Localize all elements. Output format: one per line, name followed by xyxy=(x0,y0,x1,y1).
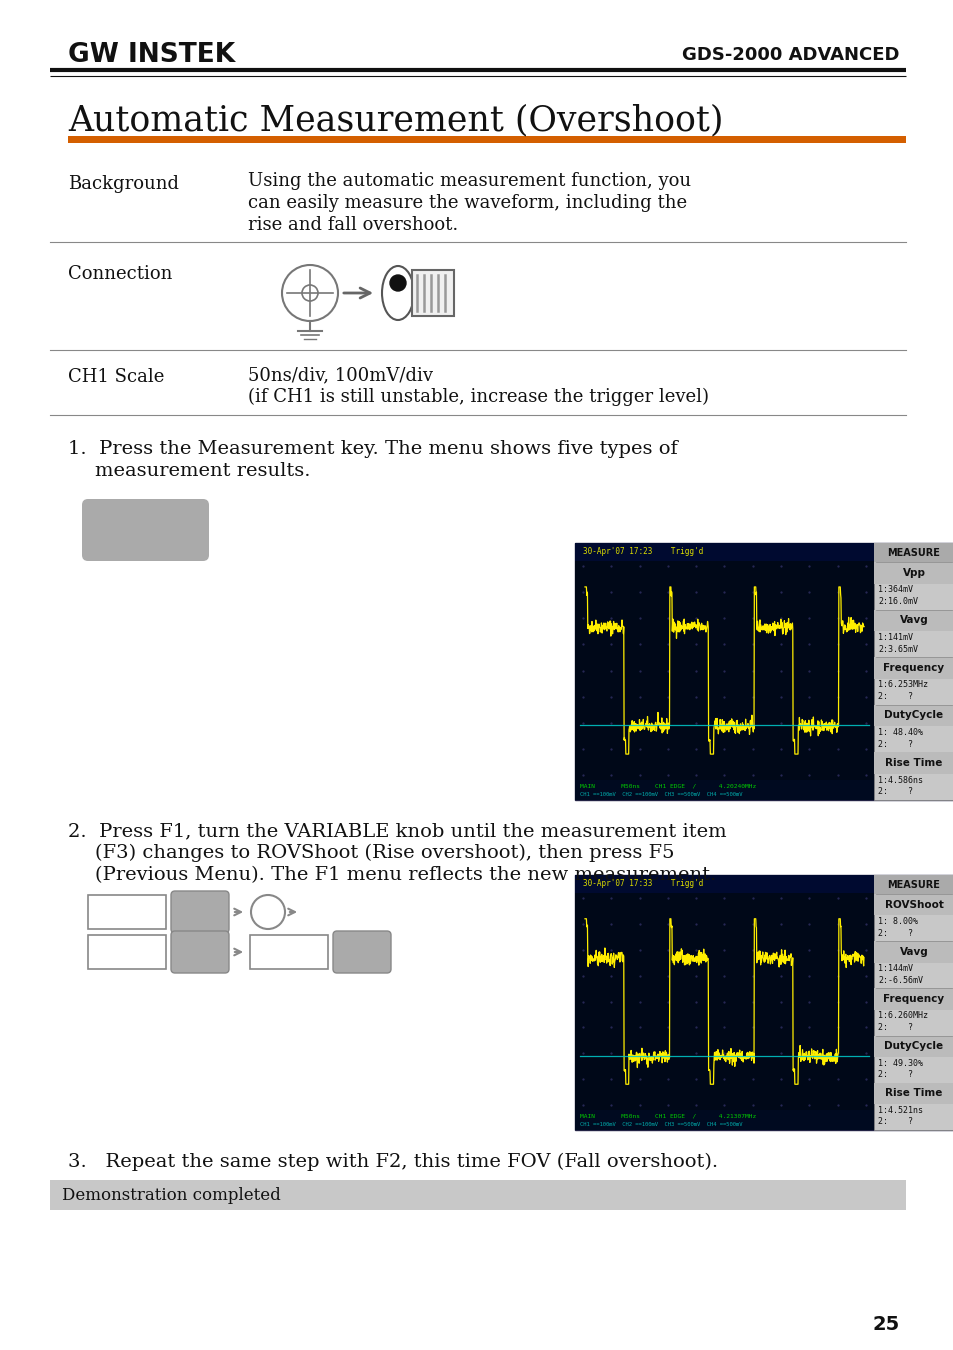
Text: 2:    ?: 2: ? xyxy=(877,693,912,702)
Text: measurement results.: measurement results. xyxy=(95,462,310,481)
Text: 1:144mV: 1:144mV xyxy=(877,964,912,973)
Bar xyxy=(873,941,953,963)
Text: DutyCycle: DutyCycle xyxy=(883,1041,943,1052)
Bar xyxy=(873,875,953,1130)
Text: Automatic Measurement (Overshoot): Automatic Measurement (Overshoot) xyxy=(68,103,722,136)
Bar xyxy=(575,780,873,801)
Text: Vpp: Vpp xyxy=(902,568,924,578)
Bar xyxy=(575,1110,873,1130)
Bar xyxy=(575,543,873,801)
Text: 50ns/div, 100mV/div: 50ns/div, 100mV/div xyxy=(248,366,433,383)
Text: 2:    ?: 2: ? xyxy=(877,1118,912,1126)
Text: CH1 Scale: CH1 Scale xyxy=(68,369,164,386)
Bar xyxy=(575,875,953,1130)
Text: rise and fall overshoot.: rise and fall overshoot. xyxy=(248,216,457,234)
Text: MAIN       M50ns    CH1 EDGE  /      4.21307MHz: MAIN M50ns CH1 EDGE / 4.21307MHz xyxy=(579,1114,756,1119)
Text: 2:    ?: 2: ? xyxy=(877,1071,912,1079)
Text: 1: 8.00%: 1: 8.00% xyxy=(877,917,917,926)
Text: 30-Apr'07 17:23    Trigg'd: 30-Apr'07 17:23 Trigg'd xyxy=(582,548,702,556)
Bar xyxy=(873,894,953,915)
Text: Rise Time: Rise Time xyxy=(884,757,942,768)
Text: 1:6.260MHz: 1:6.260MHz xyxy=(877,1011,927,1021)
Bar xyxy=(873,1083,953,1104)
Text: 2:16.0mV: 2:16.0mV xyxy=(877,597,917,606)
Text: CH1 ==100mV  CH2 ==100mV  CH3 ==500mV  CH4 ==500mV: CH1 ==100mV CH2 ==100mV CH3 ==500mV CH4 … xyxy=(579,1122,741,1126)
Text: 2:    ?: 2: ? xyxy=(877,787,912,796)
Text: DutyCycle: DutyCycle xyxy=(883,710,943,721)
Text: MEASURE: MEASURE xyxy=(886,880,940,890)
Bar xyxy=(575,875,873,892)
Text: CH1 ==100mV  CH2 ==100mV  CH3 ==500mV  CH4 ==500mV: CH1 ==100mV CH2 ==100mV CH3 ==500mV CH4 … xyxy=(579,791,741,796)
Bar xyxy=(873,752,953,774)
Bar xyxy=(873,543,953,562)
Text: 1.  Press the Measurement key. The menu shows five types of: 1. Press the Measurement key. The menu s… xyxy=(68,440,677,458)
Text: Demonstration completed: Demonstration completed xyxy=(62,1187,280,1203)
Text: 3.   Repeat the same step with F2, this time FOV (Fall overshoot).: 3. Repeat the same step with F2, this ti… xyxy=(68,1153,718,1172)
Text: 2:    ?: 2: ? xyxy=(877,740,912,749)
Text: 1:4.586ns: 1:4.586ns xyxy=(877,775,923,784)
Text: 25: 25 xyxy=(872,1315,899,1335)
FancyBboxPatch shape xyxy=(82,500,209,562)
Text: 1: 48.40%: 1: 48.40% xyxy=(877,728,923,737)
Bar xyxy=(873,705,953,726)
Bar xyxy=(575,875,873,1130)
Text: 2:    ?: 2: ? xyxy=(877,929,912,938)
Text: (if CH1 is still unstable, increase the trigger level): (if CH1 is still unstable, increase the … xyxy=(248,387,708,406)
Text: GDS-2000 ADVANCED: GDS-2000 ADVANCED xyxy=(681,46,899,63)
Text: Background: Background xyxy=(68,176,179,193)
Text: MEASURE: MEASURE xyxy=(886,548,940,558)
Text: 2.  Press F1, turn the VARIABLE knob until the measurement item: 2. Press F1, turn the VARIABLE knob unti… xyxy=(68,822,726,840)
Text: 2:-6.56mV: 2:-6.56mV xyxy=(877,976,923,986)
Text: 2:3.65mV: 2:3.65mV xyxy=(877,645,917,653)
Text: 1: 49.30%: 1: 49.30% xyxy=(877,1058,923,1068)
Bar xyxy=(575,543,873,562)
Bar xyxy=(575,543,953,801)
Ellipse shape xyxy=(390,275,406,292)
Bar xyxy=(250,936,328,969)
Text: GW INSTEK: GW INSTEK xyxy=(68,42,234,68)
Text: 30-Apr'07 17:33    Trigg'd: 30-Apr'07 17:33 Trigg'd xyxy=(582,879,702,888)
Bar xyxy=(873,988,953,1010)
Text: 1:364mV: 1:364mV xyxy=(877,586,912,594)
Bar xyxy=(68,136,905,143)
Text: (F3) changes to ROVShoot (Rise overshoot), then press F5: (F3) changes to ROVShoot (Rise overshoot… xyxy=(95,844,674,863)
Bar xyxy=(873,543,953,801)
FancyBboxPatch shape xyxy=(171,891,229,933)
Text: Vavg: Vavg xyxy=(899,616,927,625)
FancyBboxPatch shape xyxy=(171,931,229,973)
Text: Connection: Connection xyxy=(68,265,172,284)
Text: Frequency: Frequency xyxy=(882,663,943,672)
Bar xyxy=(873,610,953,632)
Text: 2:    ?: 2: ? xyxy=(877,1023,912,1033)
Bar xyxy=(88,895,166,929)
Text: 1:6.253MHz: 1:6.253MHz xyxy=(877,680,927,690)
Bar xyxy=(88,936,166,969)
Bar xyxy=(50,1180,905,1210)
Text: MAIN       M50ns    CH1 EDGE  /      4.20240MHz: MAIN M50ns CH1 EDGE / 4.20240MHz xyxy=(579,783,756,788)
FancyBboxPatch shape xyxy=(333,931,391,973)
Text: Vavg: Vavg xyxy=(899,946,927,957)
Text: Frequency: Frequency xyxy=(882,994,943,1004)
Text: Rise Time: Rise Time xyxy=(884,1088,942,1098)
Text: 1:4.521ns: 1:4.521ns xyxy=(877,1106,923,1115)
Bar xyxy=(873,875,953,894)
Bar xyxy=(873,657,953,679)
Text: can easily measure the waveform, including the: can easily measure the waveform, includi… xyxy=(248,194,686,212)
Bar xyxy=(873,562,953,583)
Text: (Previous Menu). The F1 menu reflects the new measurement.: (Previous Menu). The F1 menu reflects th… xyxy=(95,865,716,884)
Bar xyxy=(412,270,454,316)
Text: 1:141mV: 1:141mV xyxy=(877,633,912,641)
Text: ROVShoot: ROVShoot xyxy=(883,899,943,910)
Text: Using the automatic measurement function, you: Using the automatic measurement function… xyxy=(248,171,690,190)
Bar xyxy=(873,1035,953,1057)
